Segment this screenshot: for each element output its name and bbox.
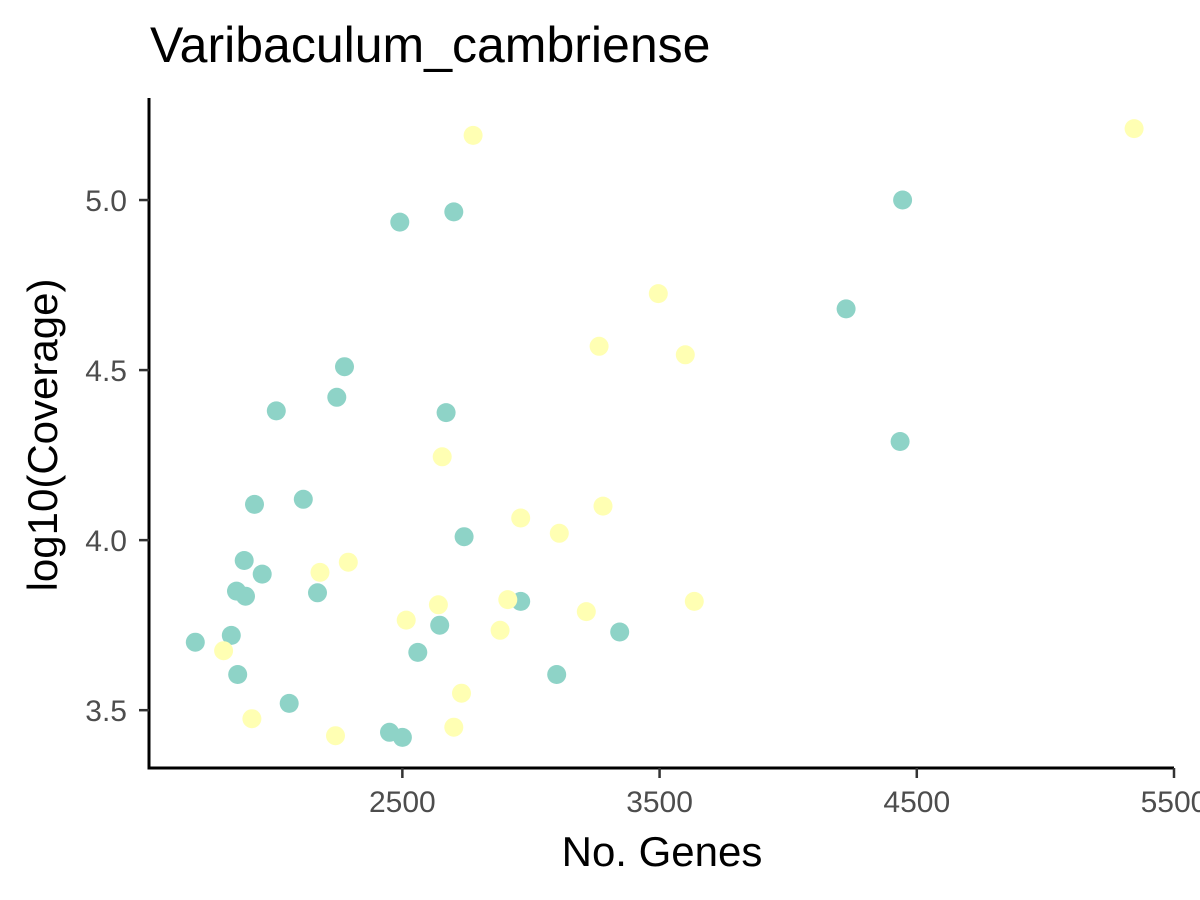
y-tick-label: 5.0 xyxy=(85,185,127,218)
data-point-s1-13 xyxy=(327,387,347,407)
data-point-s1-7 xyxy=(245,494,264,514)
data-point-s1-27 xyxy=(890,432,910,451)
y-tick-label: 3.5 xyxy=(85,695,127,728)
data-point-s2-22 xyxy=(1124,119,1144,139)
x-axis-ticks: 2500 3500 4500 5500 xyxy=(369,768,1200,819)
data-point-s1-24 xyxy=(547,665,567,684)
y-tick-label: 4.5 xyxy=(85,355,127,388)
data-point-s1-6 xyxy=(236,586,255,606)
data-point-s2-8 xyxy=(432,447,452,467)
data-point-s2-12 xyxy=(490,620,510,640)
data-point-s2-16 xyxy=(576,602,596,622)
data-point-s2-5 xyxy=(338,552,358,572)
data-point-s1-16 xyxy=(390,212,410,232)
data-point-s1-12 xyxy=(308,583,327,603)
data-point-s1-28 xyxy=(893,190,913,210)
data-point-s1-9 xyxy=(266,401,286,421)
data-point-s2-9 xyxy=(444,717,464,737)
data-point-s1-11 xyxy=(293,489,313,509)
data-point-s1-8 xyxy=(252,564,272,584)
data-point-s2-3 xyxy=(310,562,330,582)
data-point-s1-2 xyxy=(221,625,241,645)
data-point-s2-7 xyxy=(428,595,448,615)
data-point-s2-17 xyxy=(589,336,609,356)
data-point-s2-6 xyxy=(396,610,416,630)
data-point-s2-11 xyxy=(463,125,483,145)
points-layer xyxy=(185,119,1144,747)
data-point-s2-20 xyxy=(675,345,695,365)
y-axis-title: log10(Coverage) xyxy=(19,279,66,592)
data-point-s1-17 xyxy=(392,727,412,747)
data-point-s2-18 xyxy=(593,496,613,516)
x-tick-label: 2500 xyxy=(369,786,436,819)
data-point-s2-21 xyxy=(684,591,704,611)
data-point-s2-19 xyxy=(648,284,668,304)
data-point-s1-20 xyxy=(436,403,456,423)
x-tick-label: 3500 xyxy=(626,786,693,819)
data-point-s1-21 xyxy=(444,202,464,222)
x-tick-label: 5500 xyxy=(1141,786,1200,819)
data-point-s1-22 xyxy=(454,527,474,547)
data-point-s2-4 xyxy=(326,726,345,746)
y-tick-label: 4.0 xyxy=(85,525,127,558)
y-axis-ticks: 3.5 4.0 4.5 5.0 xyxy=(85,185,149,728)
data-point-s2-10 xyxy=(452,683,471,703)
x-axis-title: No. Genes xyxy=(562,828,763,875)
data-point-s2-1 xyxy=(214,641,234,661)
data-point-s1-19 xyxy=(430,615,450,635)
data-point-s1-10 xyxy=(279,693,299,713)
data-point-s1-18 xyxy=(408,642,428,662)
data-point-s1-25 xyxy=(610,622,630,642)
data-point-s1-14 xyxy=(335,357,354,377)
data-point-s2-14 xyxy=(511,508,531,528)
x-tick-label: 4500 xyxy=(883,786,950,819)
data-point-s2-15 xyxy=(549,523,569,543)
data-point-s1-26 xyxy=(836,299,856,319)
data-point-s1-4 xyxy=(228,665,248,684)
data-point-s2-13 xyxy=(498,590,518,610)
chart-title: Varibaculum_cambriense xyxy=(150,17,710,73)
data-point-s1-1 xyxy=(185,632,205,652)
data-point-s1-5 xyxy=(234,551,254,570)
data-point-s2-2 xyxy=(242,709,262,729)
